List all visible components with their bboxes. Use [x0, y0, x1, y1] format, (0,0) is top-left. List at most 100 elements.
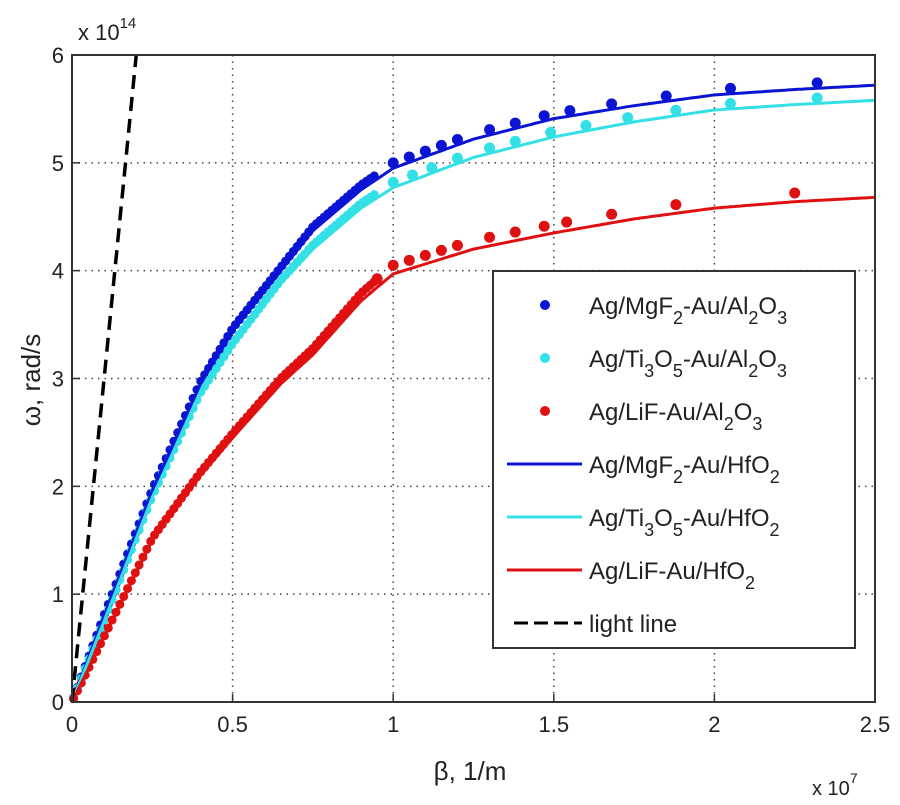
legend-subscript: 3	[777, 308, 787, 328]
legend-label: light line	[589, 611, 677, 638]
legend-subscript: 2	[748, 308, 758, 328]
x-tick-label: 1	[387, 712, 399, 737]
y-multiplier: x 1014	[78, 15, 136, 45]
legend-marker-icon	[540, 353, 550, 363]
data-point	[811, 92, 823, 104]
data-point	[670, 199, 682, 211]
legend-label: Ag/MgF2-Au/HfO2	[589, 452, 780, 487]
data-point	[789, 187, 801, 199]
x-multiplier-exp: 7	[850, 770, 858, 786]
x-tick-label: 0	[66, 712, 78, 737]
legend-subscript: 2	[770, 467, 780, 487]
y-tick-label: 4	[52, 259, 64, 284]
legend-text: Ag/LiF-Au/Al	[589, 399, 724, 426]
data-point	[538, 220, 550, 232]
legend-subscript: 2	[673, 308, 683, 328]
legend-text: O	[758, 346, 777, 373]
x-tick-label: 2.5	[860, 712, 891, 737]
data-point	[509, 135, 521, 147]
legend-subscript: 3	[752, 414, 762, 434]
legend-box	[492, 270, 856, 649]
data-point	[538, 110, 550, 122]
x-tick-label: 1.5	[539, 712, 570, 737]
data-point	[387, 157, 399, 169]
data-point	[419, 249, 431, 261]
legend-label: Ag/Ti3O5-Au/Al2O3	[589, 346, 787, 381]
legend-text: O	[654, 346, 673, 373]
y-tick-label: 3	[52, 367, 64, 392]
legend-text: O	[758, 293, 777, 320]
data-point	[580, 120, 592, 132]
legend-text: O	[734, 399, 753, 426]
y-axis-label: ω, rad/s	[16, 334, 46, 427]
data-point	[406, 169, 418, 181]
legend-text: Ag/MgF	[589, 293, 673, 320]
data-point	[564, 105, 576, 117]
legend-subscript: 2	[673, 467, 683, 487]
legend-item: Ag/MgF2-Au/Al2O3	[540, 293, 787, 328]
legend-text: light line	[589, 611, 677, 638]
y-tick-label: 0	[52, 690, 64, 715]
data-point	[371, 273, 383, 285]
legend-text: Ag/Ti	[589, 346, 644, 373]
legend-marker-icon	[540, 406, 550, 416]
legend-subscript: 2	[745, 573, 755, 593]
data-point	[606, 208, 618, 220]
legend-subscript: 2	[724, 414, 734, 434]
data-point	[545, 126, 557, 138]
data-point	[484, 231, 496, 243]
legend-subscript: 5	[673, 520, 683, 540]
legend-item: Ag/MgF2-Au/HfO2	[507, 452, 780, 487]
y-multiplier-exp: 14	[120, 15, 137, 32]
series-line	[70, 195, 876, 703]
x-multiplier: x 107	[812, 770, 858, 800]
legend-text: -Au/HfO	[683, 452, 770, 479]
y-tick-label: 6	[52, 43, 64, 68]
data-point	[606, 98, 618, 110]
data-point	[660, 90, 672, 102]
legend-text: Ag/MgF	[589, 452, 673, 479]
legend-text: -Au/Al	[683, 293, 748, 320]
data-point	[811, 77, 823, 89]
data-point	[435, 244, 447, 256]
legend-label: Ag/Ti3O5-Au/HfO2	[589, 505, 780, 540]
data-point	[670, 104, 682, 116]
y-tick-label: 2	[52, 474, 64, 499]
data-point	[484, 142, 496, 154]
legend-subscript: 2	[748, 361, 758, 381]
data-point	[451, 239, 463, 251]
y-tick-label: 5	[52, 151, 64, 176]
legend-label: Ag/LiF-Au/Al2O3	[589, 399, 762, 434]
data-point	[435, 139, 447, 151]
legend-text: -Au/Al	[683, 346, 748, 373]
data-point	[724, 82, 736, 94]
data-point	[509, 117, 521, 129]
legend-text: Ag/Ti	[589, 505, 644, 532]
x-tick-label: 0.5	[217, 712, 248, 737]
legend-text: -Au/HfO	[683, 505, 770, 532]
data-point	[451, 152, 463, 164]
light-line	[70, 54, 138, 703]
legend-label: Ag/LiF-Au/HfO2	[589, 558, 755, 593]
plot-frame	[71, 54, 876, 703]
legend-item: Ag/LiF-Au/Al2O3	[540, 399, 762, 434]
data-point	[419, 145, 431, 157]
series-line	[70, 83, 876, 703]
data-point	[484, 124, 496, 136]
legend-subscript: 5	[673, 361, 683, 381]
y-tick-label: 1	[52, 582, 64, 607]
legend-text: Ag/LiF-Au/HfO	[589, 558, 745, 585]
legend-subscript: 2	[770, 520, 780, 540]
series-layer	[69, 54, 876, 704]
data-point	[403, 254, 415, 266]
data-point	[724, 98, 736, 110]
x-tick-label: 2	[708, 712, 720, 737]
legend-subscript: 3	[644, 520, 654, 540]
legend-subscript: 3	[777, 361, 787, 381]
data-point	[561, 216, 573, 228]
data-point	[403, 151, 415, 163]
legend-item: Ag/LiF-Au/HfO2	[507, 558, 755, 593]
legend-item: light line	[514, 611, 677, 638]
x-axis-label: β, 1/m	[434, 756, 507, 786]
